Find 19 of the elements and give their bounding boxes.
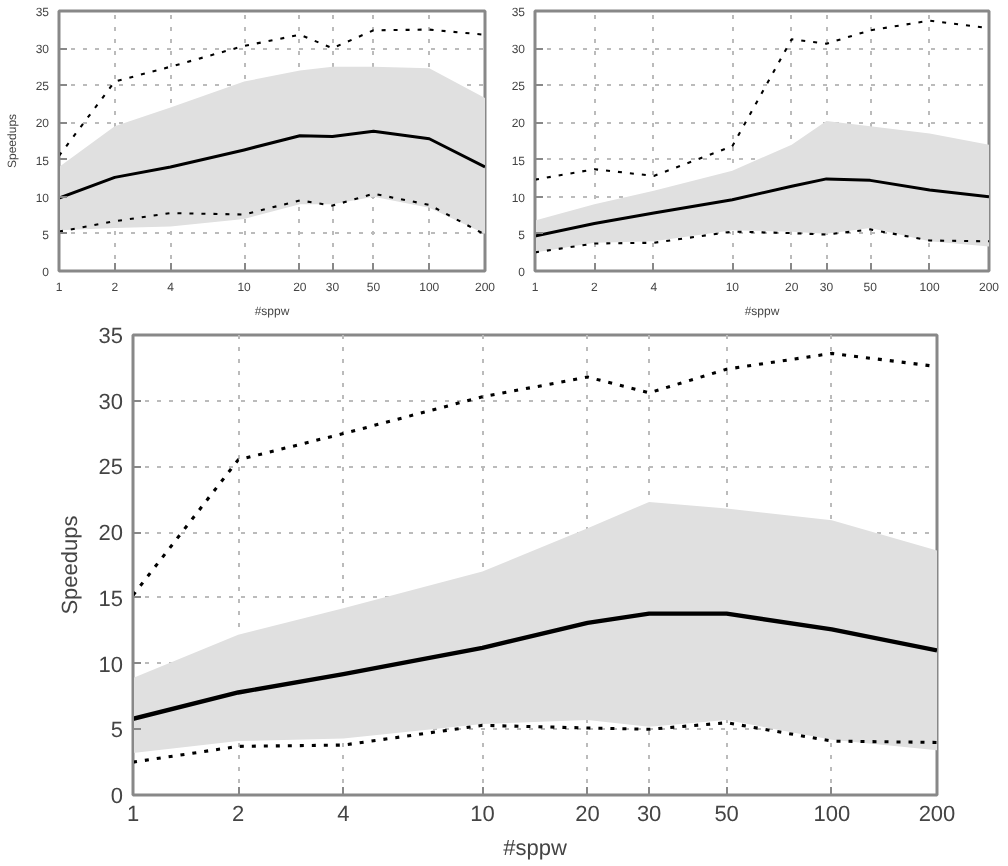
x-tick-label: 100 — [813, 803, 851, 827]
x-axis-title: #sppw — [503, 837, 567, 861]
x-tick-label: 2 — [232, 803, 245, 827]
x-tick-label: 200 — [918, 803, 956, 827]
x-tick-label: 10 — [470, 803, 495, 827]
x-tick-label: 30 — [636, 803, 662, 827]
y-tick-label: 25 — [98, 456, 124, 481]
y-tick-label: 5 — [110, 719, 124, 744]
y-tick-label: 15 — [98, 587, 124, 612]
y-tick-label: 0 — [110, 785, 124, 809]
x-tick-label: 20 — [575, 803, 600, 827]
x-tick-label: 50 — [714, 803, 739, 827]
x-tick-label: 1 — [126, 803, 140, 827]
y-tick-label: 20 — [98, 522, 124, 547]
y-tick-label: 30 — [98, 390, 124, 415]
x-tick-label: 4 — [337, 803, 350, 827]
y-tick-label: 35 — [98, 325, 124, 349]
y-axis-title: Speedups — [58, 514, 83, 615]
y-tick-label: 10 — [98, 653, 124, 678]
